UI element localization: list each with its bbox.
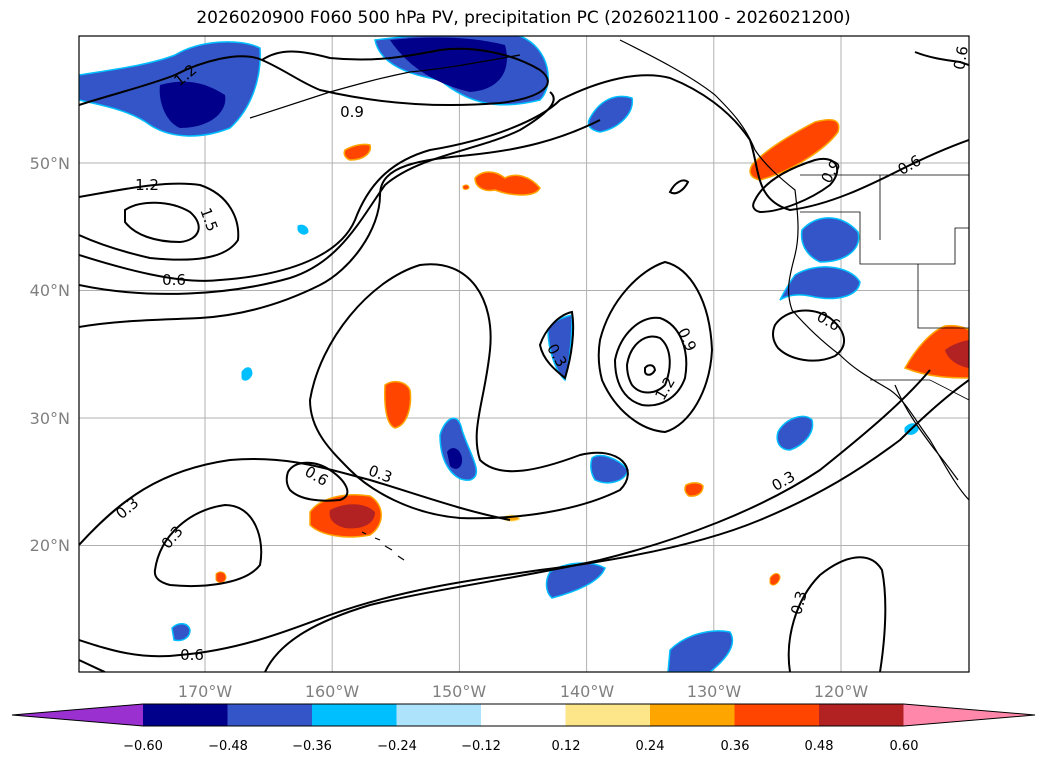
contour-line — [613, 316, 688, 407]
precip-area-neg-core — [390, 37, 507, 92]
colorbar-swatch — [734, 704, 820, 726]
lon-tick-label: 140°W — [560, 682, 615, 701]
contour-line — [79, 47, 549, 107]
colorbar-swatch — [396, 704, 482, 726]
contour-line — [308, 263, 629, 520]
contour-line — [79, 182, 240, 261]
contour-line — [124, 201, 200, 244]
lon-tick-label: 120°W — [814, 682, 869, 701]
state-borders — [800, 174, 969, 401]
precip-area-neg — [587, 95, 634, 133]
precip-area-pos — [684, 482, 704, 497]
contour-label: 0.6 — [180, 646, 204, 664]
colorbar-swatch — [565, 704, 651, 726]
precip-area-neg — [171, 623, 191, 642]
lon-tick-label: 130°W — [687, 682, 742, 701]
contour-line — [787, 556, 887, 672]
colorbar-swatch — [143, 704, 228, 726]
colorbar-tick-label: 0.60 — [890, 739, 919, 754]
colorbar-tick-labels: −0.60 −0.48 −0.36 −0.24 −0.12 0.12 0.24 … — [123, 739, 918, 754]
coastline-aleutians — [249, 54, 521, 119]
contour-label: 0.9 — [340, 103, 364, 121]
colorbar-tick-label: −0.36 — [292, 739, 332, 754]
colorbar-tick-label: 0.36 — [721, 739, 750, 754]
lon-tick-label: 150°W — [432, 682, 487, 701]
contour-line — [644, 364, 657, 376]
colorbar-tick-label: 0.48 — [805, 739, 834, 754]
lat-tick-label: 50°N — [30, 154, 70, 173]
contour-line — [668, 179, 690, 195]
precip-area-neg — [776, 415, 814, 451]
precip-area-neg-core — [447, 448, 463, 469]
coastline-baja — [894, 384, 959, 481]
precip-area-pos — [215, 571, 227, 584]
contour-label: 1.2 — [135, 176, 159, 194]
contour-line — [264, 369, 931, 672]
lat-tick-labels: 50°N 40°N 30°N 20°N — [30, 154, 70, 555]
colorbar-extend-max — [903, 704, 1035, 726]
colorbar-tick-label: −0.48 — [208, 739, 248, 754]
colorbar-tick-label: −0.24 — [377, 739, 417, 754]
colorbar-tick-label: −0.12 — [461, 739, 501, 754]
lon-tick-label: 170°W — [178, 682, 233, 701]
contour-line — [79, 74, 969, 282]
colorbar-swatch — [819, 704, 904, 726]
coastline-hawaii — [361, 531, 405, 561]
lat-tick-label: 20°N — [30, 536, 70, 555]
contour-line — [752, 157, 839, 214]
contour-line — [79, 91, 555, 295]
lon-tick-label: 160°W — [305, 682, 360, 701]
contour-line — [625, 335, 671, 394]
contour-line — [597, 260, 714, 434]
colorbar-outline — [11, 703, 1036, 727]
pv-contours — [79, 47, 969, 672]
precip-area-pos — [749, 118, 840, 181]
precip-area-neg-core — [159, 81, 226, 128]
precip-area-neg — [590, 454, 629, 484]
precip-area-neg — [667, 630, 734, 672]
lat-tick-label: 30°N — [30, 409, 70, 428]
precip-area-pos — [384, 380, 412, 429]
contour-line — [772, 309, 845, 362]
colorbar-swatch — [312, 704, 397, 726]
lon-tick-labels: 170°W 160°W 150°W 140°W 130°W 120°W — [178, 682, 869, 701]
precip-area-pos — [769, 573, 781, 586]
precip-area-pos — [343, 143, 372, 161]
coastlines — [249, 39, 969, 561]
precip-area-neg — [545, 562, 606, 599]
colorbar-tick-label: 0.12 — [552, 739, 581, 754]
precip-area-neg — [800, 217, 860, 263]
precip-area-neg — [439, 417, 478, 481]
lat-tick-label: 40°N — [30, 281, 70, 300]
contour-line — [153, 503, 263, 587]
colorbar-swatch — [227, 704, 313, 726]
precip-area-pos-core — [329, 504, 375, 529]
precip-negative-areas — [79, 36, 919, 672]
contour-label: 0.6 — [162, 271, 186, 289]
colorbar-extend-min — [12, 704, 143, 726]
precip-area-neg — [297, 224, 309, 235]
precip-area-pos-core — [945, 340, 969, 368]
contour-line — [914, 51, 969, 66]
precip-area-neg — [779, 266, 861, 301]
contour-line — [79, 379, 969, 658]
contour-line — [538, 310, 575, 380]
colorbar — [11, 703, 1036, 727]
colorbar-tick-label: 0.24 — [636, 739, 665, 754]
precip-area-pos — [474, 171, 541, 196]
contour-label: 0.6 — [950, 45, 972, 72]
colorbar-tick-label: −0.60 — [123, 739, 163, 754]
colorbar-swatch — [650, 704, 735, 726]
coastline-north-america — [619, 39, 969, 501]
contour-line — [79, 119, 601, 328]
precip-area-neg — [241, 367, 253, 381]
contour-line — [285, 461, 349, 502]
colorbar-swatch — [481, 704, 566, 726]
chart-title: 2026020900 F060 500 hPa PV, precipitatio… — [196, 8, 851, 28]
precip-area-pos — [462, 184, 470, 190]
map-frame — [78, 35, 970, 673]
contour-label: 0.3 — [787, 589, 811, 617]
